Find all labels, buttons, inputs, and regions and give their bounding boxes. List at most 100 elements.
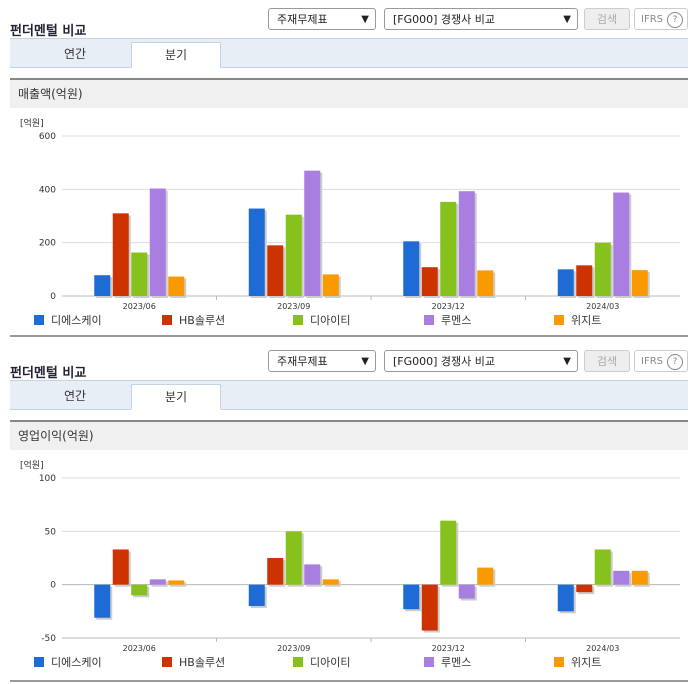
tab-quarterly[interactable]: 분기 [131, 384, 221, 410]
panel-title: 펀더멘털 비교 [10, 366, 87, 381]
x-tick-label: 2023/09 [277, 302, 310, 311]
bar[interactable] [631, 570, 648, 585]
bar[interactable] [248, 584, 265, 606]
bar[interactable] [576, 584, 593, 593]
y-tick-label: 200 [39, 239, 56, 249]
legend-label[interactable]: 루멘스 [441, 656, 471, 669]
ifrs-help-button[interactable]: IFRS ? [634, 350, 688, 372]
panel-title: 펀더멘털 비교 [10, 24, 87, 39]
y-tick-label: 600 [39, 132, 56, 142]
legend-label[interactable]: 디아이티 [310, 656, 350, 669]
tab-quarterly[interactable]: 분기 [131, 42, 221, 68]
period-tabbar: 연간 분기 [10, 380, 688, 410]
bar[interactable] [594, 242, 611, 296]
fundamental-panel-operating-profit: 펀더멘털 비교 주재무제표 ▼ [FG000] 경쟁사 비교 ▼ 검색 IFRS… [0, 350, 696, 684]
bar[interactable] [403, 584, 420, 610]
question-icon: ? [667, 354, 683, 370]
search-button[interactable]: 검색 [584, 350, 630, 372]
bar[interactable] [322, 579, 339, 585]
bar[interactable] [168, 276, 185, 296]
tab-annual[interactable]: 연간 [63, 47, 87, 61]
x-tick-label: 2023/09 [277, 644, 310, 653]
bar[interactable] [285, 531, 302, 585]
operating-profit-bar-chart: [억원] -50 0 50 100 2023/06 2023/09 2023/12 2024/0… [20, 459, 680, 669]
chevron-down-icon: ▼ [361, 14, 369, 25]
bar[interactable] [477, 567, 494, 585]
x-tick-label: 2023/06 [123, 644, 156, 653]
legend-swatch [162, 657, 172, 667]
y-tick-label: -50 [41, 634, 56, 644]
period-tabbar: 연간 분기 [10, 38, 688, 68]
statement-type-select[interactable]: 주재무제표 ▼ [268, 350, 376, 372]
bar[interactable] [168, 580, 185, 585]
panel-divider [10, 680, 688, 682]
bar[interactable] [613, 192, 630, 296]
legend-label[interactable]: 디에스케이 [51, 314, 102, 327]
bar[interactable] [576, 265, 593, 296]
legend-label[interactable]: HB솔루션 [179, 656, 225, 669]
legend-label[interactable]: 루멘스 [441, 314, 471, 327]
comparison-group-value: [FG000] 경쟁사 비교 [393, 13, 496, 26]
sales-bar-chart: [억원] 0 200 400 600 2023/06 2023/09 2023/12 2024/… [20, 117, 680, 327]
statement-type-value: 주재무제표 [277, 13, 328, 26]
ifrs-help-button[interactable]: IFRS ? [634, 8, 688, 30]
bar[interactable] [304, 564, 321, 585]
legend-swatch [293, 657, 303, 667]
bar[interactable] [613, 570, 630, 585]
panel-header: 펀더멘털 비교 주재무제표 ▼ [FG000] 경쟁사 비교 ▼ 검색 IFRS… [0, 8, 696, 44]
legend-swatch [293, 315, 303, 325]
comparison-group-select[interactable]: [FG000] 경쟁사 비교 ▼ [384, 8, 578, 30]
bar[interactable] [557, 584, 574, 612]
legend-label[interactable]: 디에스케이 [51, 656, 102, 669]
bar[interactable] [557, 269, 574, 296]
chart-title: 매출액(억원) [10, 78, 688, 108]
legend-label[interactable]: 디아이티 [310, 314, 350, 327]
statement-type-select[interactable]: 주재무제표 ▼ [268, 8, 376, 30]
legend-swatch [554, 657, 564, 667]
y-unit-label: [억원] [20, 459, 44, 471]
legend-label[interactable]: HB솔루션 [179, 314, 225, 327]
bar[interactable] [267, 558, 284, 585]
bar[interactable] [131, 584, 148, 596]
bar[interactable] [421, 267, 438, 296]
bar[interactable] [477, 270, 494, 296]
legend-swatch [554, 315, 564, 325]
comparison-group-select[interactable]: [FG000] 경쟁사 비교 ▼ [384, 350, 578, 372]
bar[interactable] [440, 520, 457, 585]
comparison-group-value: [FG000] 경쟁사 비교 [393, 355, 496, 368]
bar[interactable] [440, 201, 457, 296]
bar[interactable] [594, 549, 611, 585]
bar[interactable] [458, 191, 475, 296]
bar[interactable] [304, 170, 321, 296]
bar[interactable] [267, 245, 284, 296]
x-tick-label: 2024/03 [586, 644, 619, 653]
bar[interactable] [421, 584, 438, 631]
legend-label[interactable]: 위지트 [571, 314, 601, 327]
bar[interactable] [94, 275, 111, 296]
bar[interactable] [112, 213, 129, 296]
question-icon: ? [667, 12, 683, 28]
bar[interactable] [248, 208, 265, 296]
bar[interactable] [149, 188, 166, 296]
legend-swatch [424, 315, 434, 325]
chevron-down-icon: ▼ [563, 14, 571, 25]
x-tick-label: 2023/12 [432, 302, 465, 311]
chevron-down-icon: ▼ [563, 356, 571, 367]
bar[interactable] [131, 252, 148, 296]
tab-annual[interactable]: 연간 [63, 389, 87, 403]
bar[interactable] [322, 274, 339, 296]
bar[interactable] [285, 214, 302, 296]
legend-label[interactable]: 위지트 [571, 656, 601, 669]
bar[interactable] [403, 241, 420, 296]
bar[interactable] [631, 270, 648, 296]
bar[interactable] [94, 584, 111, 618]
bar[interactable] [458, 584, 475, 599]
search-button[interactable]: 검색 [584, 8, 630, 30]
legend-swatch [34, 657, 44, 667]
bar[interactable] [112, 549, 129, 585]
x-tick-label: 2023/06 [123, 302, 156, 311]
x-tick-label: 2024/03 [586, 302, 619, 311]
x-tick-label: 2023/12 [432, 644, 465, 653]
bar[interactable] [149, 579, 166, 585]
legend-swatch [34, 315, 44, 325]
